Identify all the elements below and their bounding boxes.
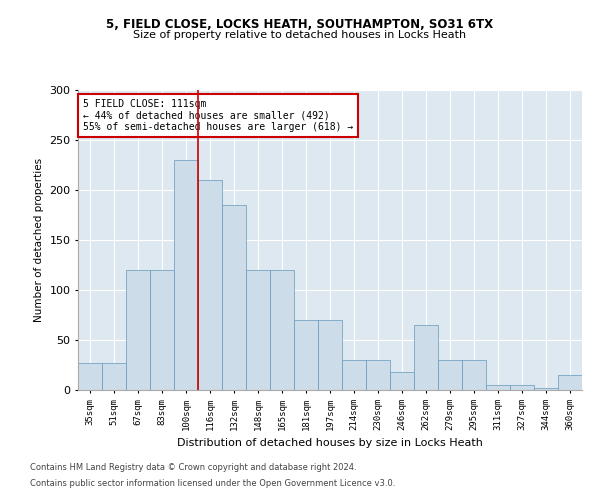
- Bar: [198, 180, 222, 390]
- Bar: [246, 270, 270, 390]
- Bar: [318, 320, 342, 390]
- Text: Size of property relative to detached houses in Locks Heath: Size of property relative to detached ho…: [133, 30, 467, 40]
- Bar: [270, 270, 294, 390]
- Bar: [174, 160, 198, 390]
- Text: Contains public sector information licensed under the Open Government Licence v3: Contains public sector information licen…: [30, 478, 395, 488]
- Bar: [414, 325, 438, 390]
- Text: 5, FIELD CLOSE, LOCKS HEATH, SOUTHAMPTON, SO31 6TX: 5, FIELD CLOSE, LOCKS HEATH, SOUTHAMPTON…: [106, 18, 494, 30]
- Bar: [150, 270, 174, 390]
- Bar: [390, 372, 414, 390]
- Bar: [78, 363, 102, 390]
- Bar: [342, 360, 366, 390]
- Bar: [534, 388, 558, 390]
- Bar: [294, 320, 318, 390]
- Bar: [486, 385, 510, 390]
- Text: Contains HM Land Registry data © Crown copyright and database right 2024.: Contains HM Land Registry data © Crown c…: [30, 464, 356, 472]
- Bar: [366, 360, 390, 390]
- Bar: [462, 360, 486, 390]
- Y-axis label: Number of detached properties: Number of detached properties: [34, 158, 44, 322]
- X-axis label: Distribution of detached houses by size in Locks Heath: Distribution of detached houses by size …: [177, 438, 483, 448]
- Bar: [222, 205, 246, 390]
- Bar: [102, 363, 126, 390]
- Bar: [438, 360, 462, 390]
- Text: 5 FIELD CLOSE: 111sqm
← 44% of detached houses are smaller (492)
55% of semi-det: 5 FIELD CLOSE: 111sqm ← 44% of detached …: [83, 99, 353, 132]
- Bar: [558, 375, 582, 390]
- Bar: [510, 385, 534, 390]
- Bar: [126, 270, 150, 390]
